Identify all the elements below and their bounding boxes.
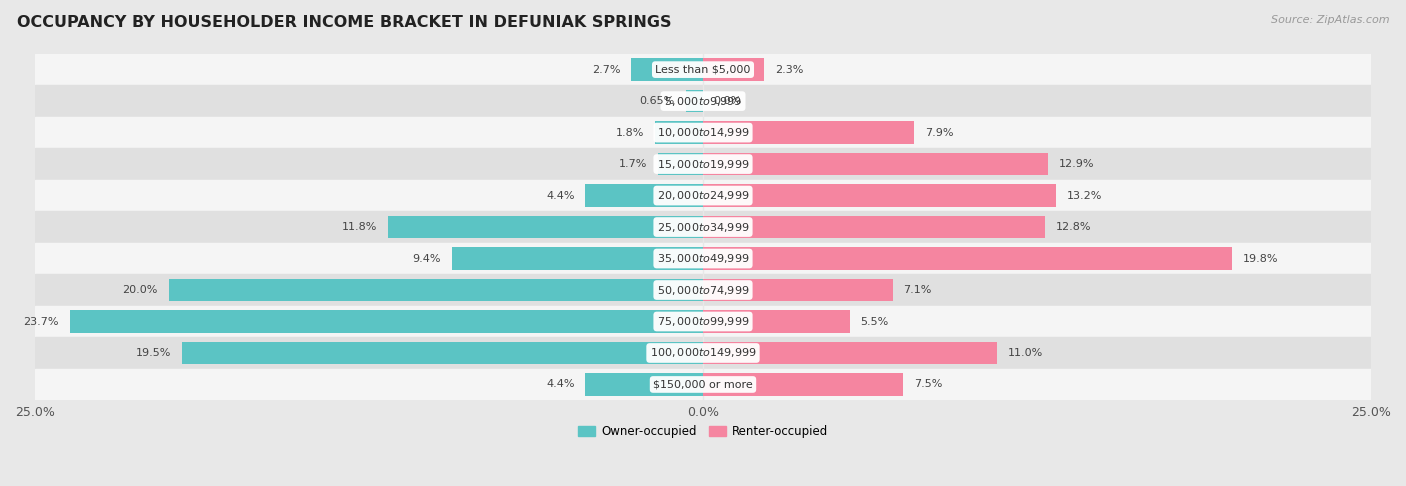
Text: 9.4%: 9.4% <box>412 254 441 263</box>
Text: $20,000 to $24,999: $20,000 to $24,999 <box>657 189 749 202</box>
Text: 0.65%: 0.65% <box>640 96 675 106</box>
Text: $50,000 to $74,999: $50,000 to $74,999 <box>657 283 749 296</box>
Text: $5,000 to $9,999: $5,000 to $9,999 <box>664 95 742 107</box>
Bar <box>655 122 703 144</box>
Text: $100,000 to $149,999: $100,000 to $149,999 <box>650 347 756 360</box>
Text: Source: ZipAtlas.com: Source: ZipAtlas.com <box>1271 15 1389 25</box>
Bar <box>35 369 1371 400</box>
Bar <box>703 184 1056 207</box>
Bar <box>451 247 703 270</box>
Text: 19.5%: 19.5% <box>136 348 172 358</box>
Bar <box>658 153 703 175</box>
Text: 2.7%: 2.7% <box>592 65 620 75</box>
Bar <box>703 58 765 81</box>
Text: 11.0%: 11.0% <box>1008 348 1043 358</box>
Bar <box>169 278 703 301</box>
Bar <box>181 342 703 364</box>
Bar <box>585 373 703 396</box>
Text: 2.3%: 2.3% <box>775 65 803 75</box>
Bar <box>35 117 1371 148</box>
Text: 12.9%: 12.9% <box>1059 159 1094 169</box>
Text: OCCUPANCY BY HOUSEHOLDER INCOME BRACKET IN DEFUNIAK SPRINGS: OCCUPANCY BY HOUSEHOLDER INCOME BRACKET … <box>17 15 672 30</box>
Text: 19.8%: 19.8% <box>1243 254 1278 263</box>
Bar <box>631 58 703 81</box>
Bar <box>703 216 1045 238</box>
Bar <box>703 342 997 364</box>
Text: 4.4%: 4.4% <box>547 380 575 389</box>
Bar <box>35 86 1371 117</box>
Text: 1.7%: 1.7% <box>619 159 647 169</box>
Text: Less than $5,000: Less than $5,000 <box>655 65 751 75</box>
Text: 7.5%: 7.5% <box>914 380 942 389</box>
Text: 4.4%: 4.4% <box>547 191 575 201</box>
Bar <box>35 211 1371 243</box>
Text: 1.8%: 1.8% <box>616 128 644 138</box>
Legend: Owner-occupied, Renter-occupied: Owner-occupied, Renter-occupied <box>572 420 834 443</box>
Bar <box>388 216 703 238</box>
Text: $10,000 to $14,999: $10,000 to $14,999 <box>657 126 749 139</box>
Text: $75,000 to $99,999: $75,000 to $99,999 <box>657 315 749 328</box>
Bar <box>35 274 1371 306</box>
Bar <box>70 310 703 333</box>
Bar <box>686 90 703 112</box>
Bar <box>35 306 1371 337</box>
Text: 12.8%: 12.8% <box>1056 222 1091 232</box>
Bar <box>703 247 1232 270</box>
Bar <box>703 373 904 396</box>
Bar <box>35 180 1371 211</box>
Text: 7.1%: 7.1% <box>904 285 932 295</box>
Bar <box>703 122 914 144</box>
Bar <box>703 310 851 333</box>
Bar <box>35 337 1371 369</box>
Text: 7.9%: 7.9% <box>925 128 953 138</box>
Text: 13.2%: 13.2% <box>1066 191 1102 201</box>
Text: 0.0%: 0.0% <box>714 96 742 106</box>
Text: 5.5%: 5.5% <box>860 316 889 327</box>
Bar <box>703 153 1047 175</box>
Bar <box>35 54 1371 86</box>
Text: $150,000 or more: $150,000 or more <box>654 380 752 389</box>
Bar <box>35 148 1371 180</box>
Bar <box>585 184 703 207</box>
Text: $35,000 to $49,999: $35,000 to $49,999 <box>657 252 749 265</box>
Text: 23.7%: 23.7% <box>24 316 59 327</box>
Bar <box>703 278 893 301</box>
Text: $25,000 to $34,999: $25,000 to $34,999 <box>657 221 749 234</box>
Text: 11.8%: 11.8% <box>342 222 377 232</box>
Text: $15,000 to $19,999: $15,000 to $19,999 <box>657 157 749 171</box>
Text: 20.0%: 20.0% <box>122 285 157 295</box>
Bar <box>35 243 1371 274</box>
